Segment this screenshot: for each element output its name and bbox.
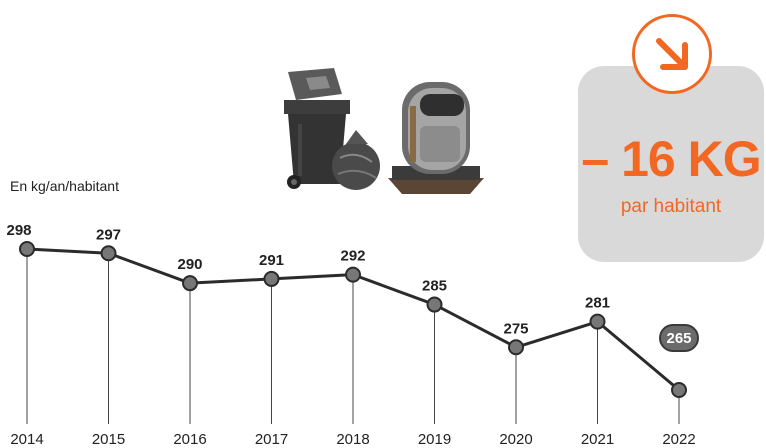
arrow-down-right-icon [656, 38, 688, 70]
x-tick-label: 2022 [662, 431, 695, 448]
x-tick-label: 2014 [10, 431, 43, 448]
x-tick-label: 2017 [255, 431, 288, 448]
unit-label: En kg/an/habitant [10, 178, 119, 194]
x-tick-label: 2018 [336, 431, 369, 448]
data-label: 275 [503, 320, 528, 337]
data-label: 265 [666, 330, 691, 347]
highlight-badge [659, 324, 699, 352]
data-point [100, 245, 117, 262]
trend-badge [632, 14, 712, 94]
x-tick-label: 2016 [173, 431, 206, 448]
waste-bins-illustration [270, 66, 500, 201]
data-label: 290 [177, 256, 202, 273]
x-tick-label: 2019 [418, 431, 451, 448]
data-point [345, 266, 361, 283]
data-label: 291 [259, 252, 284, 269]
data-label: 297 [96, 226, 121, 243]
kpi-value: – 16 KG [581, 131, 761, 187]
data-point [508, 339, 524, 356]
wheelie-bin-icon [284, 68, 350, 189]
data-label: 281 [585, 295, 610, 312]
x-tick-label: 2015 [92, 431, 125, 448]
data-label: 298 [6, 222, 31, 239]
data-point [182, 275, 198, 292]
data-label: 292 [340, 248, 365, 265]
data-point [19, 241, 35, 257]
data-point [589, 313, 606, 330]
public-bin-icon [388, 82, 484, 194]
data-point [263, 270, 280, 287]
data-label: 285 [422, 278, 447, 295]
x-tick-label: 2020 [499, 431, 532, 448]
data-point [671, 382, 687, 398]
trash-bag-icon [332, 130, 380, 190]
kpi-subtitle: par habitant [620, 196, 722, 217]
x-tick-label: 2021 [581, 431, 614, 448]
data-point [426, 296, 443, 313]
kpi-card [578, 66, 764, 262]
